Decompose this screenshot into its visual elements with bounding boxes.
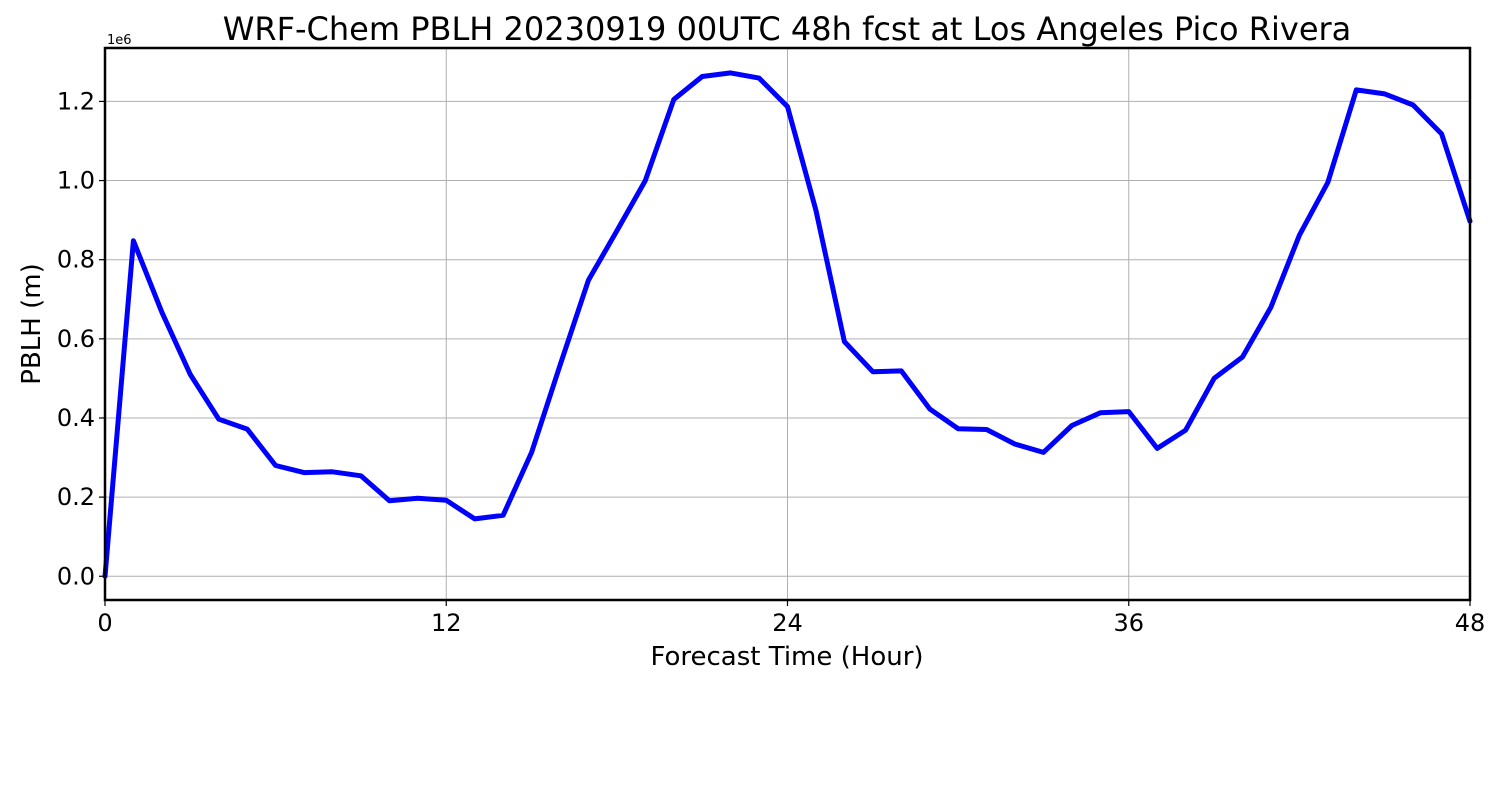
grid-layer	[104, 48, 1471, 600]
y-tick-label: 0.8	[57, 246, 95, 274]
y-tick-label: 1.2	[57, 87, 95, 115]
y-tick-label: 1.0	[57, 167, 95, 195]
x-tick-label: 36	[1113, 609, 1144, 637]
y-tick-label: 0.2	[57, 483, 95, 511]
y-tick-label: 0.6	[57, 325, 95, 353]
series-layer	[102, 70, 1473, 579]
y-tick-label: 0.0	[57, 562, 95, 590]
y-tick-label: 0.4	[57, 404, 95, 432]
x-tick-label: 48	[1455, 609, 1486, 637]
y-axis-offset-label: 1e6	[107, 33, 132, 48]
pblh-series-line	[102, 70, 1473, 579]
chart-title: WRF-Chem PBLH 20230919 00UTC 48h fcst at…	[223, 10, 1352, 48]
x-tick-label: 24	[772, 609, 803, 637]
x-axis-label: Forecast Time (Hour)	[650, 642, 923, 672]
x-tick-label: 0	[97, 609, 112, 637]
tick-layer: 0 12 24 36 48 0.0 0.2 0.4 0.6 0.8 1.0 1.2	[57, 87, 1485, 637]
y-axis-label: PBLH (m)	[17, 263, 47, 384]
x-tick-label: 12	[431, 609, 462, 637]
